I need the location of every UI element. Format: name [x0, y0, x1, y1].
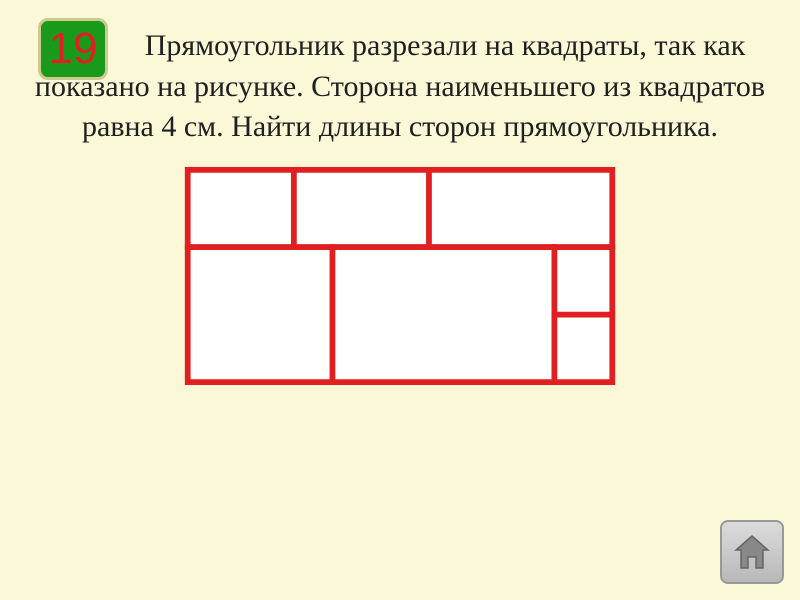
problem-number-badge: 19 [38, 18, 108, 80]
home-button[interactable] [720, 520, 784, 584]
home-icon [730, 530, 774, 574]
question-block: Прямо­угольник разрезали на квадраты, та… [0, 0, 800, 148]
problem-number: 19 [49, 24, 98, 74]
rectangle-dissection-diagram [180, 166, 620, 386]
diagram-container [0, 166, 800, 386]
question-text: Прямо­угольник разрезали на квадраты, та… [30, 26, 770, 148]
